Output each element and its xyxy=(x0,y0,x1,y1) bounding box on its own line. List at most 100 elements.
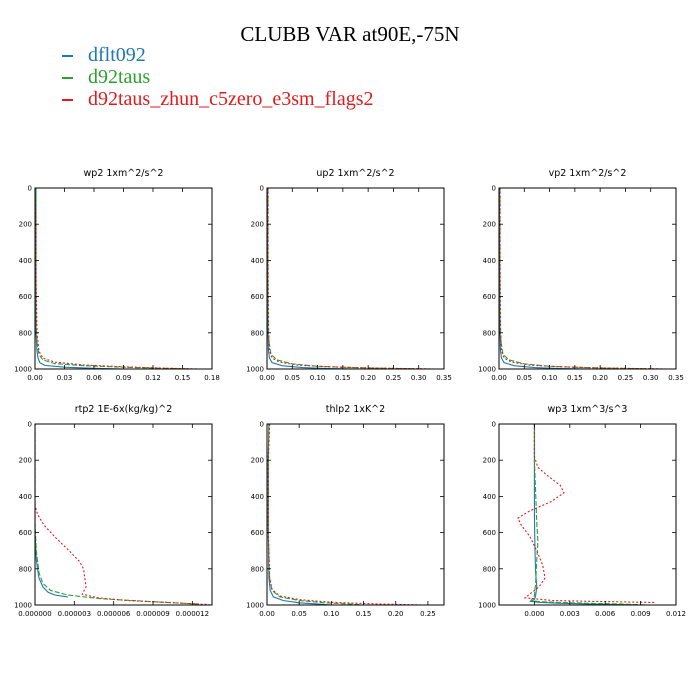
x-tick-label: 0.00 xyxy=(259,374,275,382)
x-tick-label: 0.00 xyxy=(27,374,43,382)
panel-title: up2 1xm^2/s^2 xyxy=(316,168,394,179)
x-tick-label: 0.12 xyxy=(145,374,161,382)
x-tick-label: 0.25 xyxy=(420,610,436,618)
series-line-dflt092 xyxy=(529,424,641,605)
panel-3: vp2 1xm^2/s^2 0.00 0.05 0.10 0.15 0.20 0.25 0.3… xyxy=(478,168,684,382)
legend-swatch-d92taus-zhun xyxy=(62,99,73,101)
y-tick-label: 200 xyxy=(483,457,496,465)
x-tick-label: 0.000003 xyxy=(58,610,91,618)
x-tick-label: 0.03 xyxy=(57,374,73,382)
panel-title: rtp2 1E-6x(kg/kg)^2 xyxy=(75,404,173,415)
panel-title: wp2 1xm^2/s^2 xyxy=(84,168,164,179)
series-line-d92taus-zhun xyxy=(517,424,655,604)
x-tick-label: 0.012 xyxy=(666,610,686,618)
y-tick-label: 1000 xyxy=(478,366,496,374)
x-tick-label: 0.000 xyxy=(524,610,544,618)
series-line-dflt092 xyxy=(267,424,332,605)
series-line-d92taus xyxy=(35,188,193,369)
x-tick-label: 0.15 xyxy=(356,610,372,618)
x-tick-label: 0.25 xyxy=(618,374,634,382)
y-tick-label: 0 xyxy=(260,185,264,193)
series-line-d92taus xyxy=(499,188,661,369)
x-tick-label: 0.20 xyxy=(592,374,608,382)
series-line-d92taus-zhun xyxy=(267,424,422,605)
x-tick-label: 0.00 xyxy=(259,610,275,618)
x-tick-label: 0.000012 xyxy=(176,610,209,618)
panel-frame xyxy=(266,187,445,370)
y-tick-label: 0 xyxy=(492,421,496,429)
y-tick-label: 600 xyxy=(19,529,32,537)
series-line-dflt092 xyxy=(35,424,68,598)
legend-label-d92taus-zhun: d92taus_zhun_c5zero_e3sm_flags2 xyxy=(88,88,374,110)
x-tick-label: 0.10 xyxy=(324,610,340,618)
y-tick-label: 200 xyxy=(19,221,32,229)
panel-frame xyxy=(498,423,677,606)
x-tick-label: 0.009 xyxy=(631,610,651,618)
x-tick-label: 0.000006 xyxy=(97,610,131,618)
panel-frame xyxy=(498,187,677,370)
series-line-d92taus-zhun xyxy=(499,188,666,369)
x-tick-label: 0.15 xyxy=(175,374,191,382)
y-tick-label: 800 xyxy=(483,329,496,337)
y-tick-label: 400 xyxy=(251,257,264,265)
series-line-d92taus-zhun xyxy=(267,188,434,369)
x-tick-label: 0.05 xyxy=(291,610,307,618)
panel-frame xyxy=(266,423,445,606)
x-tick-label: 0.15 xyxy=(335,374,351,382)
x-tick-label: 0.25 xyxy=(386,374,402,382)
x-tick-label: 0.35 xyxy=(668,374,684,382)
x-tick-label: 0.00 xyxy=(491,374,507,382)
y-tick-label: 0 xyxy=(492,185,496,193)
legend-label-dflt092: dflt092 xyxy=(88,44,146,66)
panel-6: wp3 1xm^3/s^3 0.000 0.003 0.006 0.009 0.012 0 2… xyxy=(478,404,686,618)
panel-frame xyxy=(34,187,213,370)
panel-title: wp3 1xm^3/s^3 xyxy=(548,404,628,415)
y-tick-label: 400 xyxy=(483,493,496,501)
y-tick-label: 200 xyxy=(251,221,264,229)
series-line-dflt092 xyxy=(499,188,591,369)
x-tick-label: 0.05 xyxy=(516,374,532,382)
y-tick-label: 400 xyxy=(19,493,32,501)
y-tick-label: 600 xyxy=(19,293,32,301)
series-line-dflt092 xyxy=(35,188,124,369)
y-tick-label: 600 xyxy=(251,529,264,537)
x-tick-label: 0.003 xyxy=(560,610,580,618)
y-tick-label: 800 xyxy=(483,565,496,573)
series-line-d92taus-zhun xyxy=(35,424,210,605)
x-tick-label: 0.10 xyxy=(542,374,558,382)
x-tick-label: 0.000000 xyxy=(18,610,51,618)
x-tick-label: 0.30 xyxy=(643,374,659,382)
x-tick-label: 0.006 xyxy=(595,610,616,618)
panel-frame xyxy=(34,423,213,606)
y-tick-label: 200 xyxy=(251,457,264,465)
series-line-d92taus xyxy=(529,424,647,605)
y-tick-label: 400 xyxy=(483,257,496,265)
series-line-d92taus-zhun xyxy=(35,188,198,369)
y-tick-label: 200 xyxy=(483,221,496,229)
panel-title: vp2 1xm^2/s^2 xyxy=(549,168,627,179)
legend-label-d92taus: d92taus xyxy=(88,66,151,88)
y-tick-label: 0 xyxy=(28,185,32,193)
page-title: CLUBB VAR at90E,-75N xyxy=(240,22,460,46)
y-tick-label: 1000 xyxy=(246,366,264,374)
series-line-d92taus xyxy=(267,424,364,605)
y-tick-label: 1000 xyxy=(14,366,32,374)
y-tick-label: 800 xyxy=(19,329,32,337)
x-tick-label: 0.20 xyxy=(388,610,404,618)
x-tick-label: 0.10 xyxy=(310,374,326,382)
series-line-d92taus xyxy=(267,188,429,369)
panel-title: thlp2 1xK^2 xyxy=(326,404,385,415)
x-tick-label: 0.09 xyxy=(116,374,132,382)
panel-4: rtp2 1E-6x(kg/kg)^2 0.000000 0.000003 0.000… xyxy=(14,404,213,618)
x-tick-label: 0.15 xyxy=(567,374,583,382)
y-tick-label: 600 xyxy=(483,529,496,537)
legend-swatch-dflt092 xyxy=(62,55,73,57)
y-tick-label: 0 xyxy=(28,421,32,429)
x-tick-label: 0.20 xyxy=(360,374,376,382)
panel-2: up2 1xm^2/s^2 0.00 0.05 0.10 0.15 0.20 0.25 0.3… xyxy=(246,168,452,382)
y-tick-label: 800 xyxy=(251,565,264,573)
y-tick-label: 800 xyxy=(19,565,32,573)
x-tick-label: 0.05 xyxy=(284,374,300,382)
panel-1: wp2 1xm^2/s^2 0.00 0.03 0.06 0.09 0.12 0.15 0.1… xyxy=(14,168,220,382)
